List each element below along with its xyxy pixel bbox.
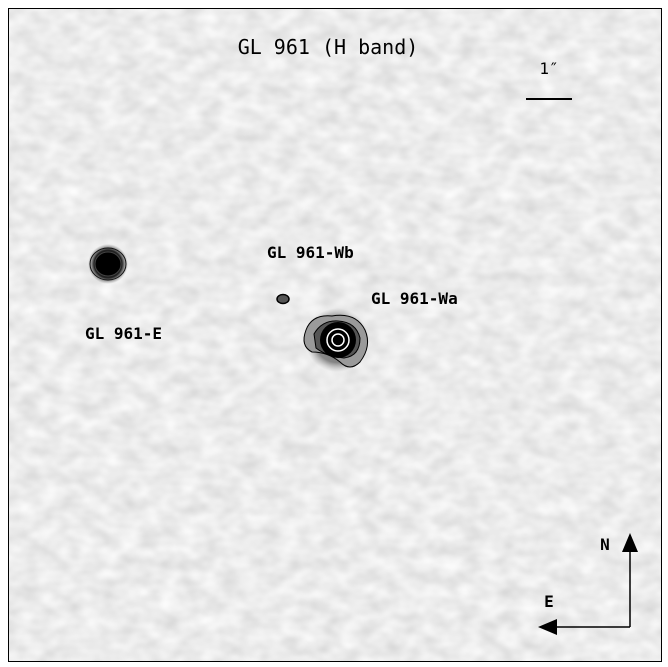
source-label: GL 961-E xyxy=(85,324,162,343)
frame xyxy=(8,8,662,662)
image-title: GL 961 (H band) xyxy=(238,35,419,59)
compass-east: E xyxy=(544,592,554,611)
compass xyxy=(538,533,638,635)
source-e xyxy=(88,244,128,284)
scale-label: 1″ xyxy=(539,59,558,78)
source-label: GL 961-Wa xyxy=(371,289,458,308)
compass-north: N xyxy=(600,535,610,554)
source-label: GL 961-Wb xyxy=(267,243,354,262)
source-wa xyxy=(303,308,369,372)
source-wb xyxy=(276,293,290,305)
